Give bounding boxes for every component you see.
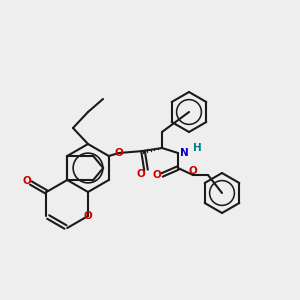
Text: O: O bbox=[84, 211, 92, 221]
Text: H: H bbox=[193, 143, 202, 153]
Text: O: O bbox=[153, 170, 161, 180]
Text: O: O bbox=[136, 169, 146, 179]
Text: O: O bbox=[115, 148, 123, 158]
Text: N: N bbox=[180, 148, 189, 158]
Text: O: O bbox=[22, 176, 31, 185]
Text: O: O bbox=[189, 166, 197, 176]
